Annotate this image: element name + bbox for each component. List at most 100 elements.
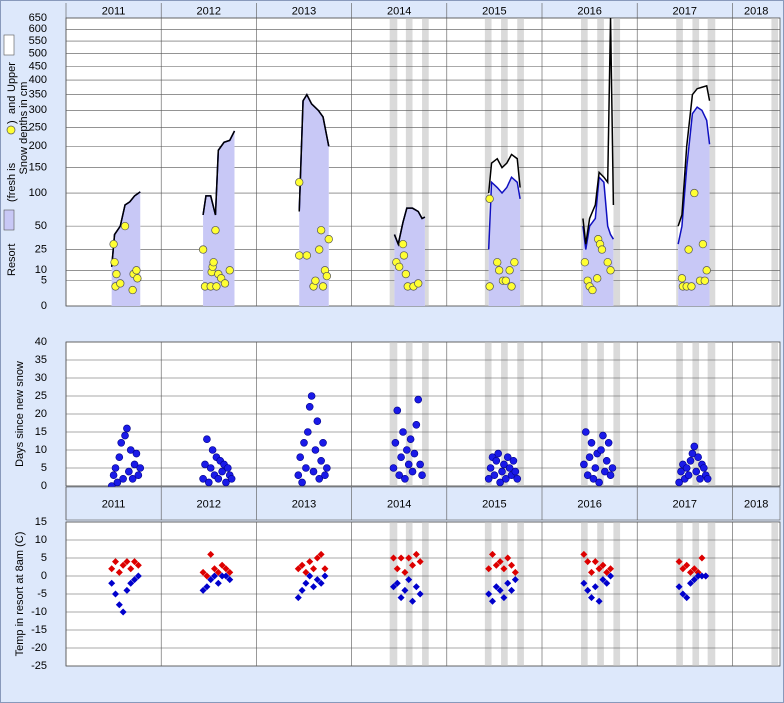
temp-point (683, 594, 691, 602)
temp-point (702, 572, 710, 580)
day-dot (111, 464, 120, 472)
temp-point (306, 558, 314, 566)
fresh-snow (588, 285, 597, 295)
temp-point (412, 550, 420, 558)
fresh-snow (318, 282, 328, 291)
temp-point (131, 576, 139, 584)
fresh-snow (414, 279, 423, 288)
fresh-snow (597, 245, 607, 254)
temp-point (218, 561, 226, 569)
depth-line (487, 175, 521, 250)
day-dot (602, 456, 611, 465)
temp-point (294, 565, 302, 573)
fresh-snow (698, 239, 708, 249)
day-dot (606, 471, 615, 480)
day-dot (686, 456, 695, 465)
y-tick-label: 5 (41, 462, 47, 474)
legend-swatch (6, 125, 16, 135)
x-tick-label: 2017 (673, 498, 697, 510)
day-dot (677, 467, 685, 476)
band (422, 18, 429, 306)
temp-point (687, 568, 695, 576)
y-tick-label: 450 (29, 60, 47, 72)
y-label: Days since new snow (14, 361, 26, 467)
day-dot (119, 474, 127, 483)
y-tick-label: 250 (29, 121, 47, 133)
day-dot (395, 471, 404, 480)
day-dot (227, 474, 236, 483)
temp-point (207, 576, 215, 584)
temp-point (405, 554, 413, 562)
temp-point (694, 572, 702, 580)
day-dot (599, 431, 607, 440)
fresh-snow (110, 258, 119, 267)
y-label: Upper (6, 62, 18, 92)
temp-point (675, 558, 683, 566)
day-dot (700, 464, 708, 472)
day-dot (404, 460, 413, 469)
fresh-snow (690, 188, 699, 198)
day-dot (589, 474, 598, 483)
day-dot (109, 471, 118, 480)
day-dot (401, 474, 409, 483)
day-dot (319, 438, 327, 447)
band (517, 18, 524, 306)
temp-point (321, 572, 329, 580)
day-dot (222, 478, 230, 487)
day-dot (302, 464, 310, 472)
day-dot (307, 392, 316, 400)
x-tick-label: 2013 (292, 5, 316, 17)
day-dot (418, 471, 426, 480)
y-tick-label: 650 (29, 12, 47, 24)
day-dot (505, 464, 514, 472)
temp-point (108, 579, 116, 587)
temp-point (492, 583, 500, 591)
day-dot (608, 464, 617, 472)
day-dot (208, 446, 217, 454)
y-tick-label: 0 (41, 570, 47, 582)
temp-point (310, 583, 318, 591)
x-tick-label: 2016 (577, 498, 601, 510)
temp-point (416, 558, 424, 566)
day-dot (412, 420, 421, 429)
temp-point (302, 579, 310, 587)
temp-point (488, 550, 496, 558)
day-dot (498, 467, 506, 476)
temp-point (401, 568, 409, 576)
temp-point (492, 561, 500, 569)
fresh-snow (495, 266, 504, 275)
temp-point (584, 558, 592, 566)
temp-point (226, 568, 234, 576)
day-dot (317, 456, 325, 465)
x-tick-label: 2018 (744, 498, 768, 510)
day-dot (408, 467, 417, 476)
temp-point (412, 583, 420, 591)
day-dot (305, 402, 314, 411)
fresh-snow (399, 251, 409, 260)
fresh-snow (324, 235, 333, 244)
fresh-snow (212, 282, 221, 291)
day-dot (298, 478, 306, 487)
day-dot (309, 467, 318, 476)
fresh-snow (322, 271, 331, 281)
day-dot (494, 449, 503, 458)
temp-point (698, 572, 706, 580)
band (389, 18, 398, 306)
x-tick-label: 2013 (292, 498, 316, 510)
y-tick-label: -15 (31, 624, 47, 636)
day-dot (595, 478, 603, 487)
fresh-snow (133, 274, 142, 283)
fresh-snow (395, 262, 404, 272)
temp-point (401, 586, 409, 594)
band (771, 18, 779, 306)
fresh-snow (398, 239, 408, 249)
temp-point (306, 572, 314, 580)
band (501, 18, 508, 306)
band (707, 18, 716, 306)
y-label: Temp in resort at 8am (C) (14, 532, 26, 657)
temp-point (588, 594, 596, 602)
fresh-snow (677, 274, 687, 283)
fresh-snow (128, 285, 137, 295)
fresh-snow (316, 226, 326, 235)
temp-point (496, 586, 504, 594)
